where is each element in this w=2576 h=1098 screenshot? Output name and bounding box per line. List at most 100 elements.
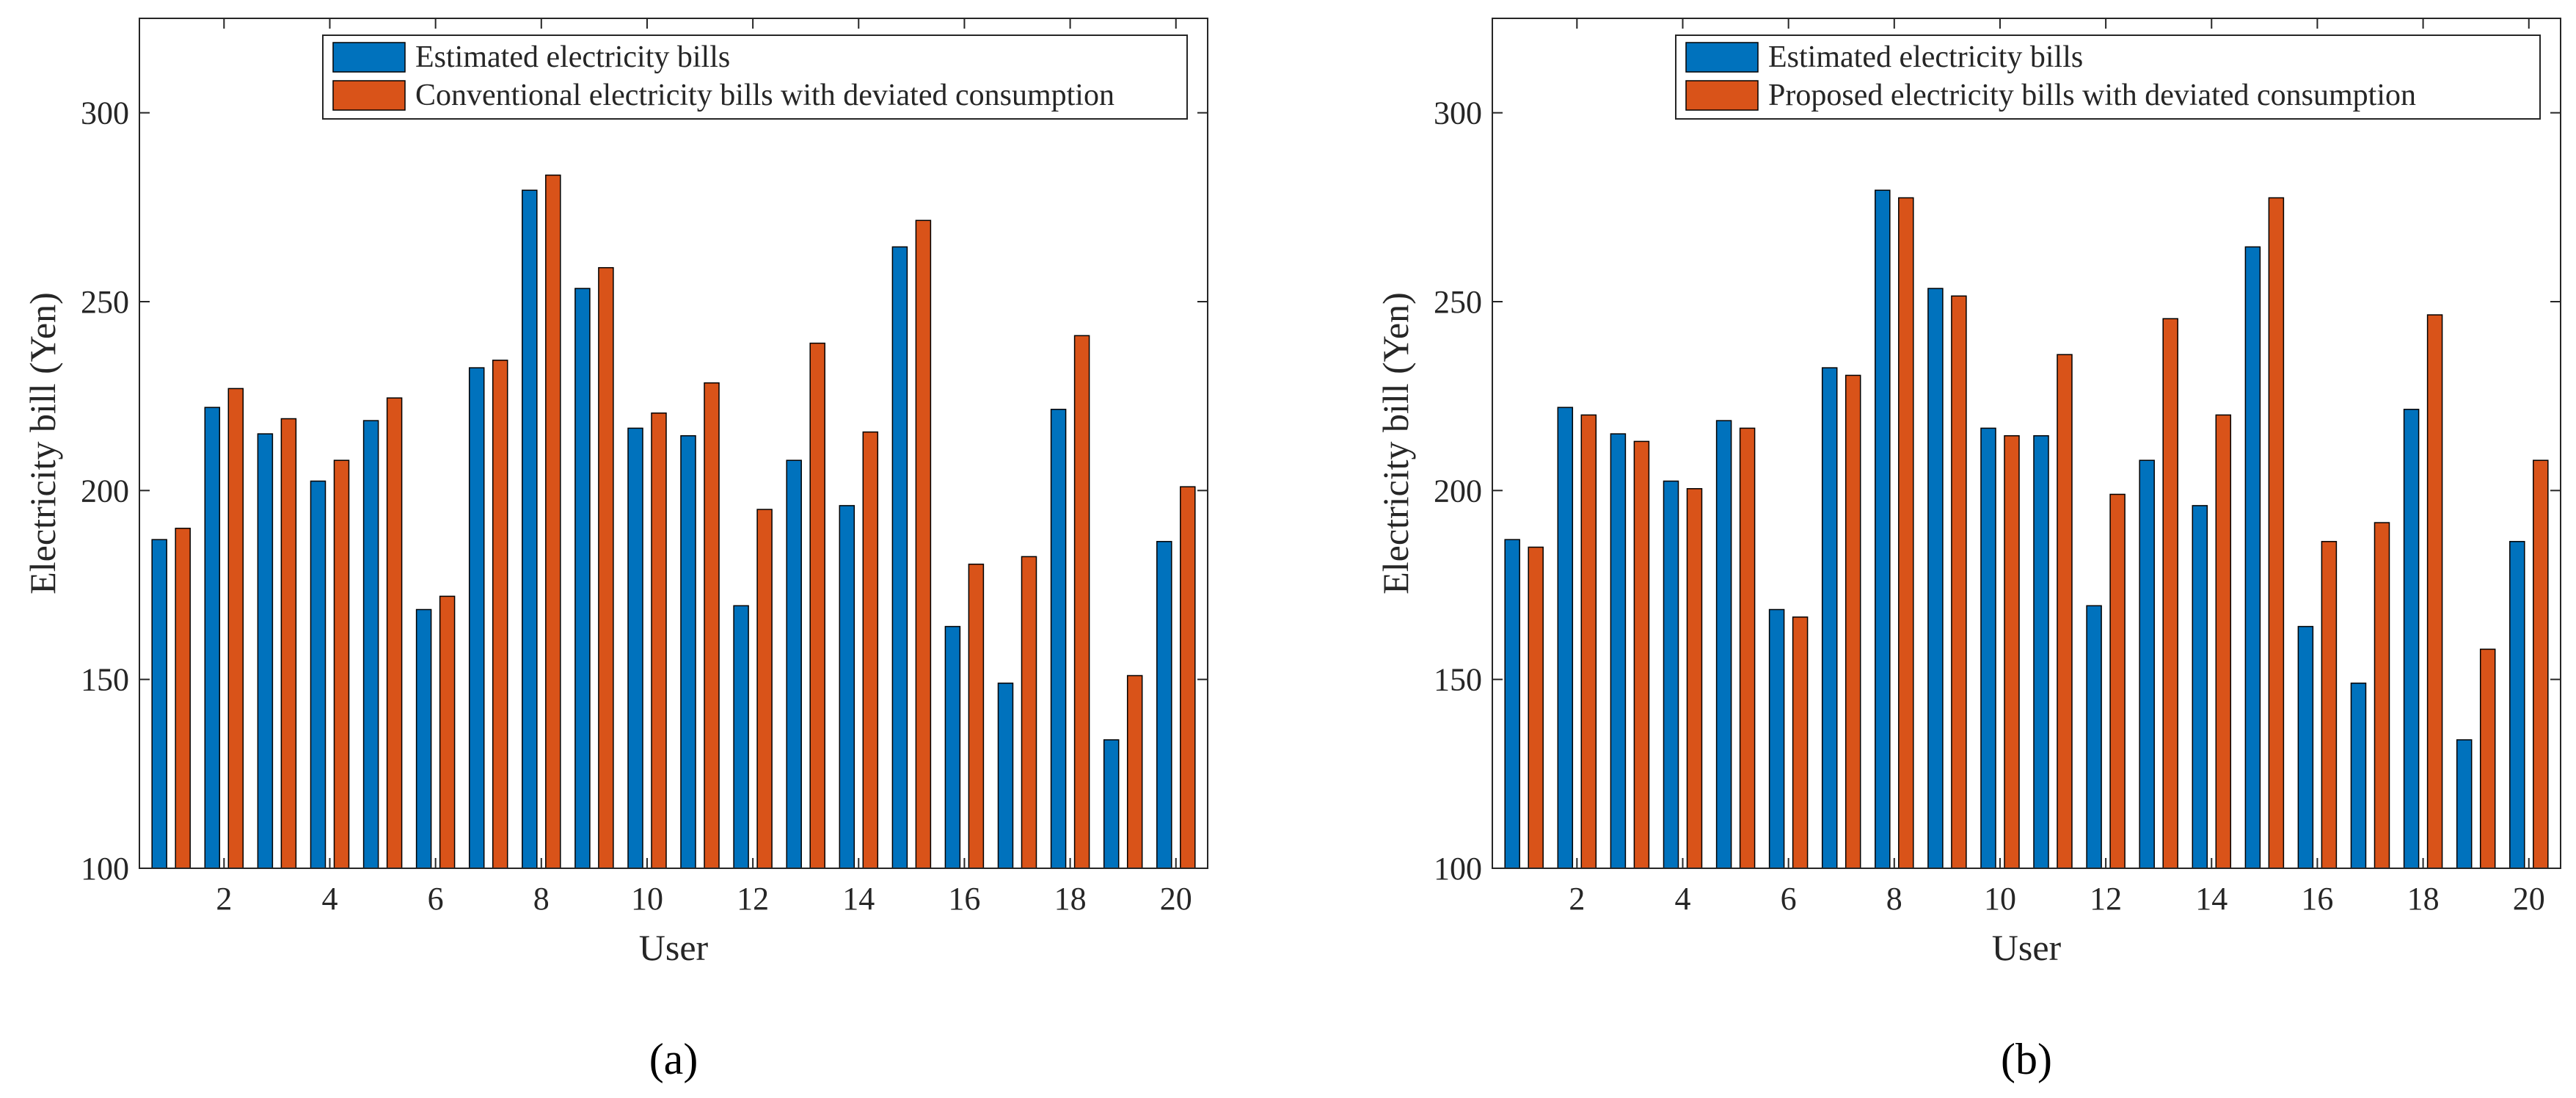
xtick-label-b-2: 2 bbox=[1569, 881, 1585, 917]
legend-label-a-series1: Estimated electricity bills bbox=[415, 40, 730, 74]
bar-b-series2-user13 bbox=[2162, 318, 2178, 869]
bar-a-series2-user1 bbox=[175, 528, 191, 869]
bar-b-series2-user20 bbox=[2533, 459, 2549, 869]
bar-b-series1-user8 bbox=[1875, 189, 1891, 869]
bar-b-series1-user7 bbox=[1821, 367, 1838, 869]
bar-b-series1-user9 bbox=[1927, 288, 1944, 869]
bar-a-series1-user7 bbox=[468, 367, 485, 869]
bar-b-series2-user1 bbox=[1528, 546, 1544, 869]
panel-label-b: (b) bbox=[2001, 1035, 2052, 1083]
bar-a-series1-user12 bbox=[733, 605, 749, 869]
bar-b-series2-user5 bbox=[1739, 427, 1756, 869]
bar-b-series1-user15 bbox=[2244, 246, 2261, 869]
bar-b-series1-user19 bbox=[2456, 739, 2473, 869]
bar-a-series1-user8 bbox=[522, 189, 538, 869]
bar-b-series2-user6 bbox=[1792, 616, 1809, 869]
legend-swatch-b-series1 bbox=[1685, 42, 1759, 73]
bar-b-series2-user19 bbox=[2479, 648, 2496, 869]
xtick-label-b-6: 6 bbox=[1781, 881, 1797, 917]
ytick-label-a-100: 100 bbox=[81, 851, 129, 887]
bar-b-series2-user15 bbox=[2268, 197, 2285, 869]
xtick-label-a-6: 6 bbox=[428, 881, 444, 917]
bar-a-series2-user13 bbox=[809, 342, 825, 869]
bar-b-series2-user16 bbox=[2321, 541, 2338, 869]
legend-swatch-b-series2 bbox=[1685, 80, 1759, 111]
bar-b-series2-user9 bbox=[1951, 295, 1967, 869]
xtick-label-b-10: 10 bbox=[1984, 881, 2016, 917]
xtick-label-a-4: 4 bbox=[321, 881, 337, 917]
bar-b-series2-user4 bbox=[1686, 488, 1703, 869]
legend-swatch-a-series2 bbox=[332, 80, 406, 111]
x-axis-label-a: User bbox=[639, 927, 709, 968]
bar-a-series2-user3 bbox=[280, 418, 297, 869]
bar-a-series1-user6 bbox=[415, 608, 432, 869]
bar-b-series1-user13 bbox=[2139, 459, 2155, 869]
bar-a-series1-user18 bbox=[1050, 408, 1067, 869]
bar-a-series1-user17 bbox=[997, 683, 1014, 869]
bar-b-series1-user4 bbox=[1663, 480, 1679, 869]
bar-b-series1-user10 bbox=[1980, 427, 1996, 869]
bar-a-series1-user20 bbox=[1156, 541, 1172, 869]
ytick-label-b-250: 250 bbox=[1434, 284, 1482, 320]
ytick-label-a-300: 300 bbox=[81, 95, 129, 131]
bar-a-series2-user14 bbox=[862, 431, 879, 869]
xtick-label-a-8: 8 bbox=[533, 881, 550, 917]
xtick-label-a-14: 14 bbox=[842, 881, 875, 917]
bar-b-series2-user17 bbox=[2374, 522, 2390, 869]
bar-b-series1-user5 bbox=[1715, 420, 1732, 869]
bar-a-series2-user8 bbox=[545, 174, 561, 869]
bar-a-series1-user4 bbox=[310, 480, 326, 869]
bar-b-series2-user12 bbox=[2109, 493, 2126, 869]
bar-a-series2-user12 bbox=[756, 509, 773, 869]
bar-b-series1-user6 bbox=[1768, 608, 1785, 869]
bar-b-series1-user17 bbox=[2350, 683, 2367, 869]
ytick-label-a-250: 250 bbox=[81, 284, 129, 320]
bar-a-series1-user13 bbox=[786, 459, 802, 869]
xtick-label-a-20: 20 bbox=[1160, 881, 1192, 917]
bar-a-series2-user16 bbox=[968, 563, 985, 869]
bar-b-series2-user8 bbox=[1898, 197, 1914, 869]
bar-a-series2-user18 bbox=[1073, 335, 1090, 869]
y-axis-label-b: Electricity bill (Yen) bbox=[1375, 292, 1416, 595]
bar-b-series1-user14 bbox=[2192, 505, 2208, 869]
xtick-label-b-8: 8 bbox=[1886, 881, 1902, 917]
bar-a-series1-user9 bbox=[574, 288, 591, 869]
bar-a-series2-user10 bbox=[651, 412, 667, 869]
ytick-label-b-100: 100 bbox=[1434, 851, 1482, 887]
bar-a-series2-user20 bbox=[1180, 486, 1196, 869]
bar-b-series1-user3 bbox=[1610, 433, 1627, 869]
legend-box-a bbox=[322, 34, 1188, 120]
bar-a-series1-user2 bbox=[204, 407, 221, 869]
chart-panel-b: 100 150 200 250 300 2 4 6 8 10 12 14 16 18 20 User Elect… bbox=[1375, 18, 2561, 1083]
bar-a-series1-user16 bbox=[944, 625, 961, 869]
bar-a-series1-user3 bbox=[257, 433, 274, 869]
bar-b-series1-user12 bbox=[2086, 605, 2102, 869]
bar-a-series2-user5 bbox=[386, 397, 403, 869]
bar-b-series1-user2 bbox=[1557, 407, 1574, 869]
bar-a-series2-user11 bbox=[704, 382, 720, 869]
bar-a-series2-user6 bbox=[439, 595, 456, 869]
bar-b-series2-user2 bbox=[1580, 414, 1597, 869]
ytick-label-a-150: 150 bbox=[81, 662, 129, 698]
bar-b-series2-user10 bbox=[2004, 435, 2020, 869]
xtick-label-a-18: 18 bbox=[1054, 881, 1087, 917]
xtick-label-b-18: 18 bbox=[2407, 881, 2440, 917]
x-axis-label-b: User bbox=[1992, 927, 2062, 968]
bar-b-series2-user3 bbox=[1633, 440, 1650, 869]
bar-a-series1-user11 bbox=[680, 435, 696, 869]
bar-a-series2-user4 bbox=[333, 459, 350, 869]
bar-a-series2-user2 bbox=[227, 388, 244, 869]
xtick-label-a-10: 10 bbox=[631, 881, 663, 917]
bar-a-series2-user9 bbox=[598, 266, 614, 869]
y-axis-label-a: Electricity bill (Yen) bbox=[22, 292, 63, 595]
xtick-label-b-14: 14 bbox=[2195, 881, 2227, 917]
bar-a-series1-user1 bbox=[151, 539, 167, 869]
panel-label-a: (a) bbox=[649, 1035, 698, 1083]
bar-a-series1-user19 bbox=[1103, 739, 1120, 869]
legend-label-a-series2: Conventional electricity bills with devi… bbox=[415, 79, 1114, 112]
bar-b-series1-user11 bbox=[2033, 435, 2049, 869]
ytick-label-b-150: 150 bbox=[1434, 662, 1482, 698]
plot-frame-a bbox=[139, 18, 1208, 869]
xtick-label-b-12: 12 bbox=[2090, 881, 2122, 917]
